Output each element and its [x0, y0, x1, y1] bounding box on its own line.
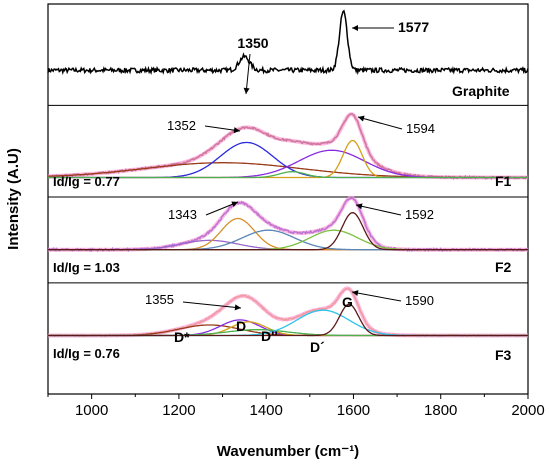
arrow-1350-head: [243, 87, 250, 94]
series-label-f1: F1: [495, 173, 512, 189]
plot-frame: [47, 3, 529, 395]
band-label-d-star: D*: [174, 329, 190, 345]
arrow-1590-head: [352, 290, 359, 297]
series-f3-component-5: [48, 303, 528, 337]
series-label-f2: F2: [495, 259, 512, 275]
series-f2-data: [48, 196, 529, 253]
x-tick-label: 1400: [249, 402, 282, 419]
series-f2-envelope: [48, 195, 528, 252]
band-label-d-prime: D´: [310, 339, 325, 355]
x-tick-label: 1000: [75, 402, 108, 419]
peak-label-1594: 1594: [406, 121, 435, 136]
peak-label-1592: 1592: [405, 207, 434, 222]
peak-label-1352: 1352: [167, 118, 196, 133]
series-f1-component-4: [48, 171, 528, 179]
band-label-g: G: [342, 294, 353, 310]
arrow-1350: [245, 53, 251, 95]
arrow-1577-head: [352, 25, 358, 31]
peak-label-1577: 1577: [398, 19, 429, 35]
series-f3-envelope: [48, 286, 528, 338]
peak-label-1355: 1355: [145, 292, 174, 307]
arrow-1355-head: [234, 304, 241, 311]
series-f3-data: [47, 287, 529, 338]
ratio-label-f2: Id/Ig = 1.03: [53, 260, 120, 275]
series-f2-component-4: [48, 212, 528, 251]
series-f1-component-2: [48, 149, 528, 179]
series-label-f3: F3: [495, 347, 512, 363]
peak-label-1350: 1350: [237, 35, 268, 51]
band-label-d-double-prime: D'': [261, 328, 278, 344]
band-label-d: D: [236, 318, 246, 334]
x-tick-label: 2000: [511, 402, 544, 419]
series-f3-component-1: [48, 319, 528, 337]
series-label-graphite: Graphite: [452, 83, 510, 99]
arrow-1590: [351, 291, 402, 302]
peak-label-1590: 1590: [405, 293, 434, 308]
arrow-1352-head: [233, 127, 240, 134]
x-tick-label: 1200: [162, 402, 195, 419]
series-graphite: [47, 9, 529, 76]
peak-label-1343: 1343: [168, 207, 197, 222]
x-tick-label: 1600: [337, 402, 370, 419]
ratio-label-f3: Id/Ig = 0.76: [53, 346, 120, 361]
arrow-1594-head: [358, 115, 365, 122]
x-tick-label: 1800: [424, 402, 457, 419]
arrow-1343-head: [231, 201, 238, 208]
arrow-1592: [355, 204, 402, 216]
series-f2-component-1: [48, 217, 528, 251]
y-axis-title: Intensity (A.U): [5, 148, 22, 250]
arrow-1594: [357, 116, 403, 130]
ratio-label-f1: Id/Ig = 0.77: [53, 174, 120, 189]
arrow-1355: [182, 301, 242, 309]
arrow-1592-head: [356, 203, 363, 210]
series-f1-data: [47, 113, 529, 180]
x-axis-title: Wavenumber (cm⁻¹): [217, 443, 359, 460]
